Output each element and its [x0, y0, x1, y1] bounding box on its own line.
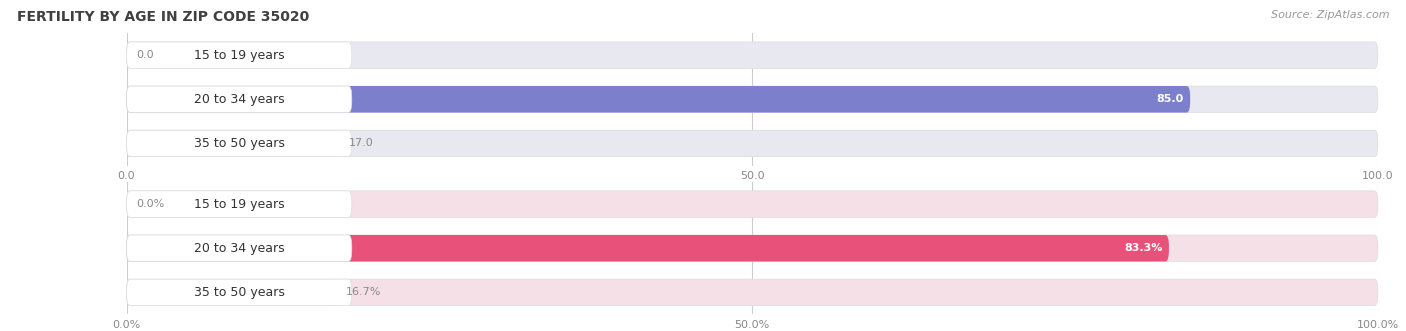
Text: 20 to 34 years: 20 to 34 years [194, 242, 284, 255]
Text: 0.0%: 0.0% [136, 199, 165, 209]
Text: 35 to 50 years: 35 to 50 years [194, 137, 284, 150]
FancyBboxPatch shape [127, 86, 1189, 113]
Text: 16.7%: 16.7% [346, 287, 381, 297]
FancyBboxPatch shape [127, 42, 352, 69]
Text: FERTILITY BY AGE IN ZIP CODE 35020: FERTILITY BY AGE IN ZIP CODE 35020 [17, 10, 309, 24]
FancyBboxPatch shape [127, 235, 1168, 261]
FancyBboxPatch shape [127, 235, 352, 261]
FancyBboxPatch shape [127, 86, 352, 113]
FancyBboxPatch shape [127, 86, 1378, 113]
FancyBboxPatch shape [127, 279, 352, 306]
Text: 20 to 34 years: 20 to 34 years [194, 93, 284, 106]
Text: 0.0: 0.0 [136, 50, 155, 60]
FancyBboxPatch shape [127, 279, 1378, 306]
Text: 85.0: 85.0 [1157, 94, 1184, 104]
Text: 15 to 19 years: 15 to 19 years [194, 49, 284, 62]
Text: 35 to 50 years: 35 to 50 years [194, 286, 284, 299]
FancyBboxPatch shape [127, 130, 352, 157]
FancyBboxPatch shape [127, 42, 1378, 69]
Text: 15 to 19 years: 15 to 19 years [194, 198, 284, 211]
FancyBboxPatch shape [127, 235, 1378, 261]
Text: Source: ZipAtlas.com: Source: ZipAtlas.com [1271, 10, 1389, 20]
FancyBboxPatch shape [127, 130, 339, 157]
FancyBboxPatch shape [127, 130, 1378, 157]
FancyBboxPatch shape [127, 279, 336, 306]
FancyBboxPatch shape [127, 191, 352, 217]
Text: 83.3%: 83.3% [1125, 243, 1163, 253]
Text: 17.0: 17.0 [349, 138, 374, 148]
FancyBboxPatch shape [127, 191, 1378, 217]
